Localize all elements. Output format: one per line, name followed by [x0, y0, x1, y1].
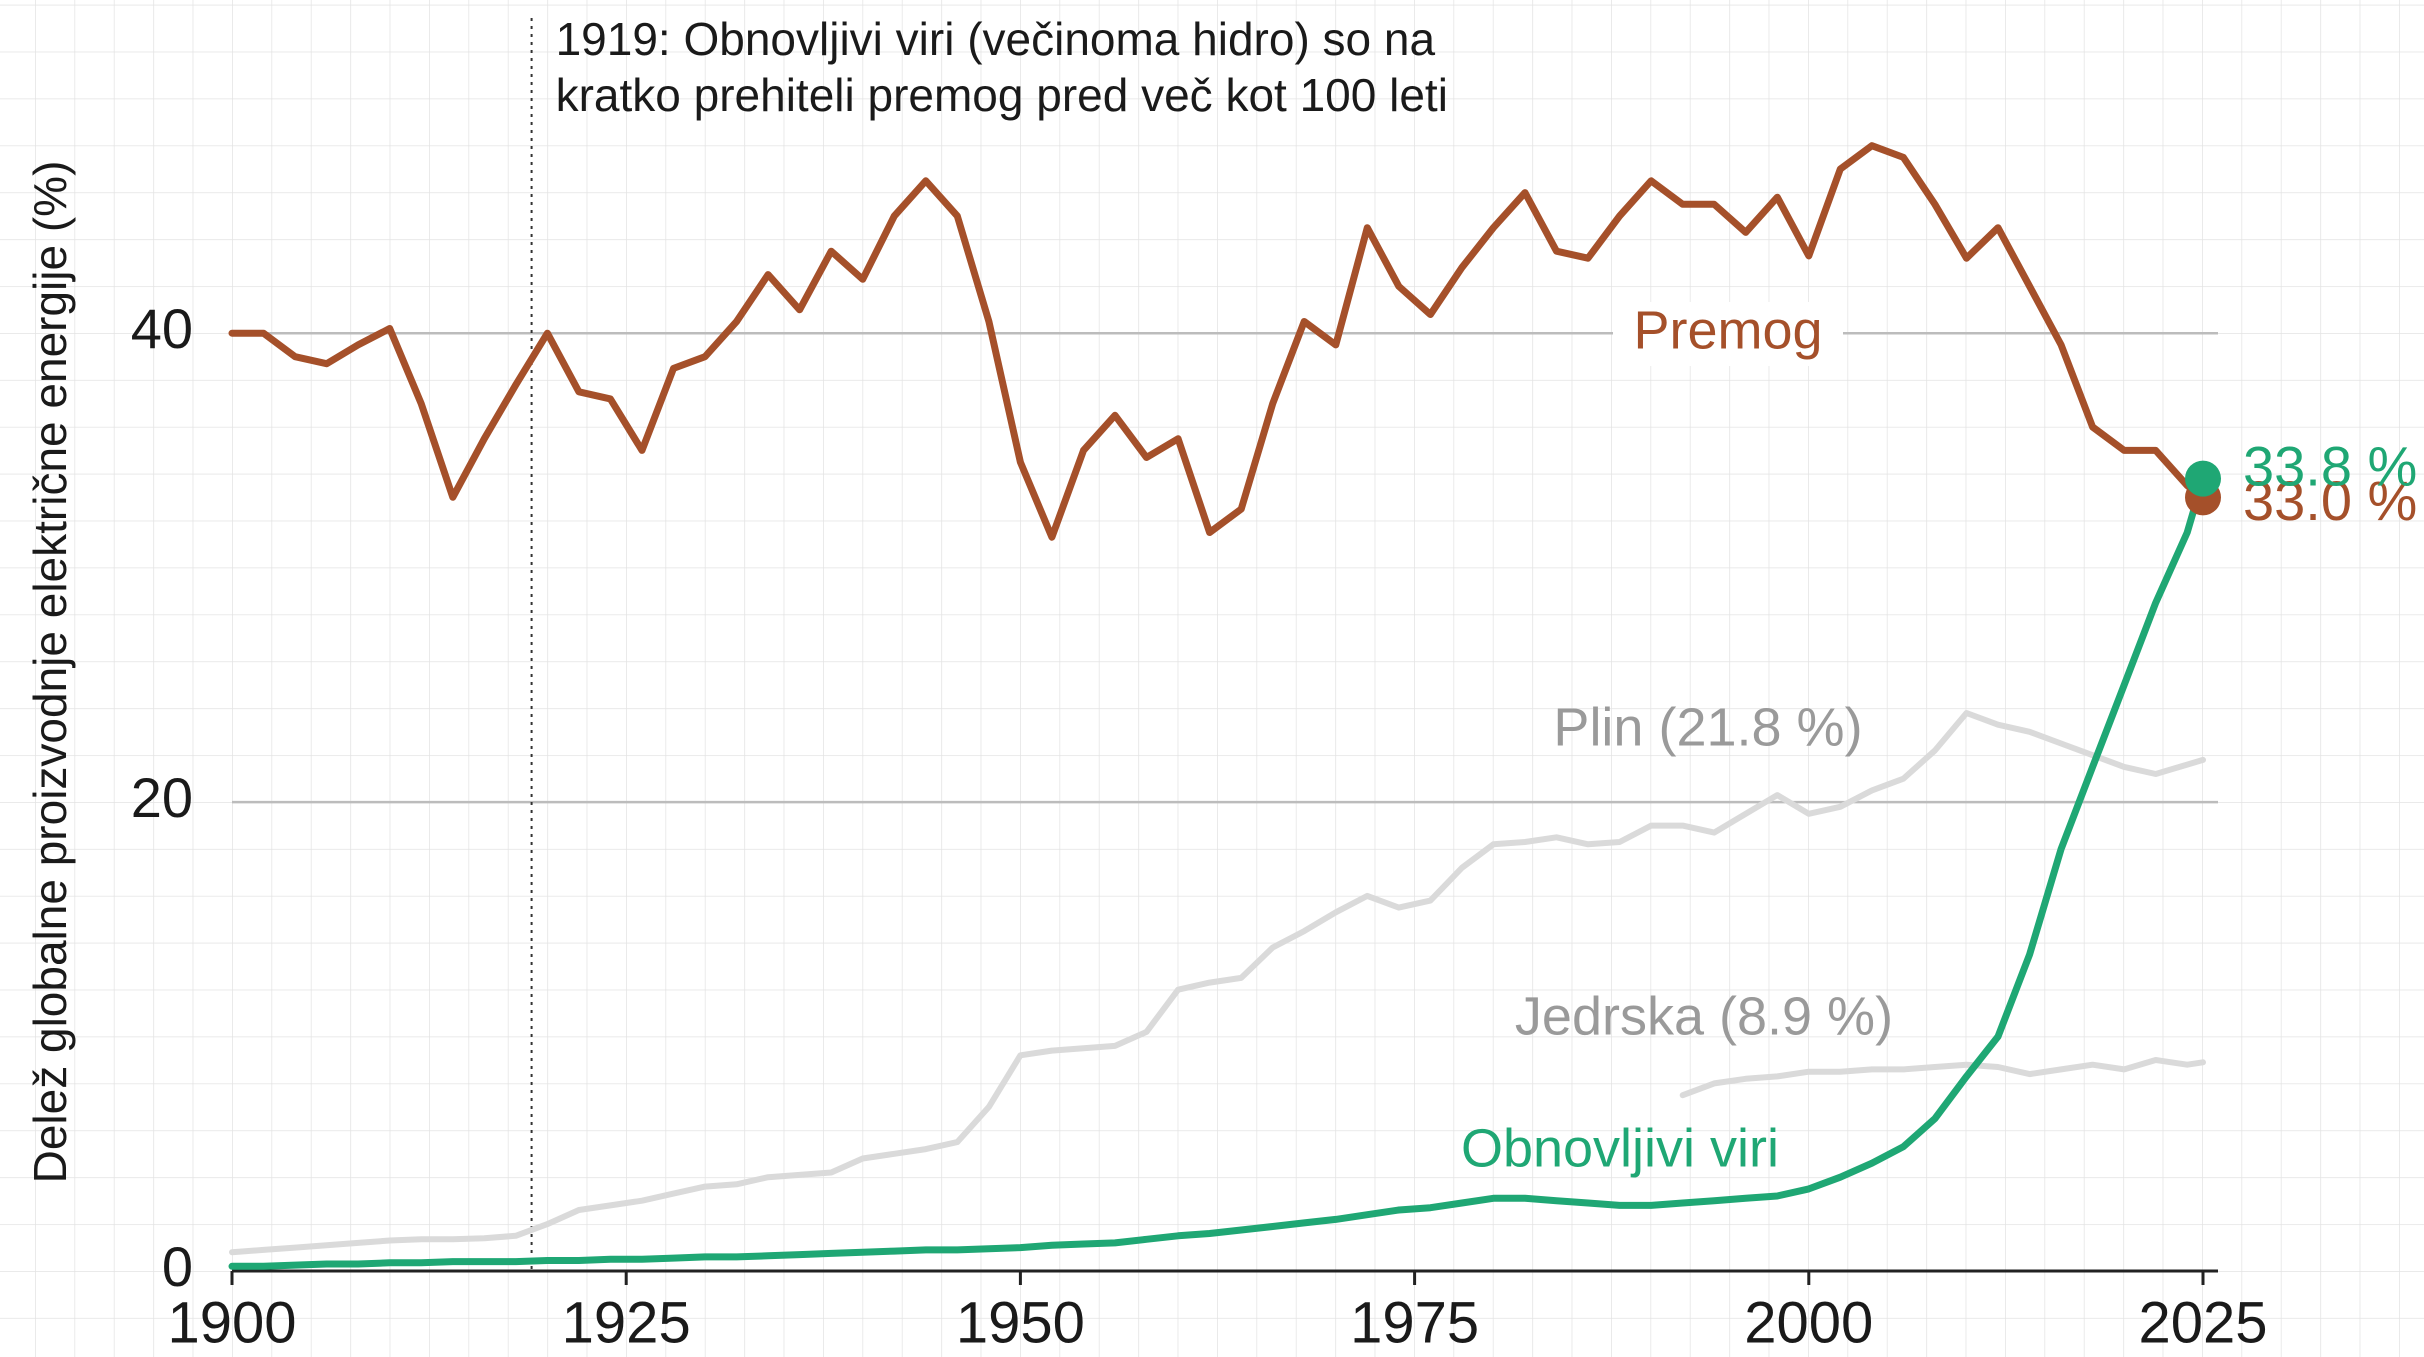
- end-label: 33.0 %: [2243, 469, 2417, 532]
- series-line: [228, 142, 2207, 541]
- end-dot: [2185, 460, 2221, 497]
- annotation-text: 1919: Obnovljivi viri (večinoma hidro) s…: [556, 13, 1436, 65]
- x-tick-label: 2025: [2138, 1290, 2267, 1355]
- x-tick-label: 1950: [956, 1290, 1085, 1355]
- label-bg: [1613, 302, 1843, 366]
- series-line: [1679, 1057, 2206, 1099]
- series-line: [228, 475, 2207, 1270]
- series-label: Obnovljivi viri: [1461, 1118, 1779, 1178]
- series-line: [229, 710, 2206, 1256]
- x-tick-label: 1925: [562, 1290, 691, 1355]
- series-label: Jedrska (8.9 %): [1515, 986, 1893, 1046]
- x-tick-label: 2000: [1744, 1290, 1873, 1355]
- end-label: 33.8 %: [2243, 434, 2417, 497]
- y-axis-label: Delež globalne proizvodnje električne en…: [24, 161, 76, 1184]
- y-tick-label: 40: [131, 297, 193, 360]
- y-tick-label: 20: [131, 766, 193, 829]
- series-label: Premog: [1633, 300, 1822, 360]
- series-label: Plin (21.8 %): [1553, 697, 1862, 757]
- annotation-text: kratko prehiteli premog pred več kot 100…: [556, 69, 1448, 121]
- y-tick-label: 0: [162, 1235, 193, 1298]
- x-tick-label: 1975: [1350, 1290, 1479, 1355]
- x-tick-label: 1900: [167, 1290, 296, 1355]
